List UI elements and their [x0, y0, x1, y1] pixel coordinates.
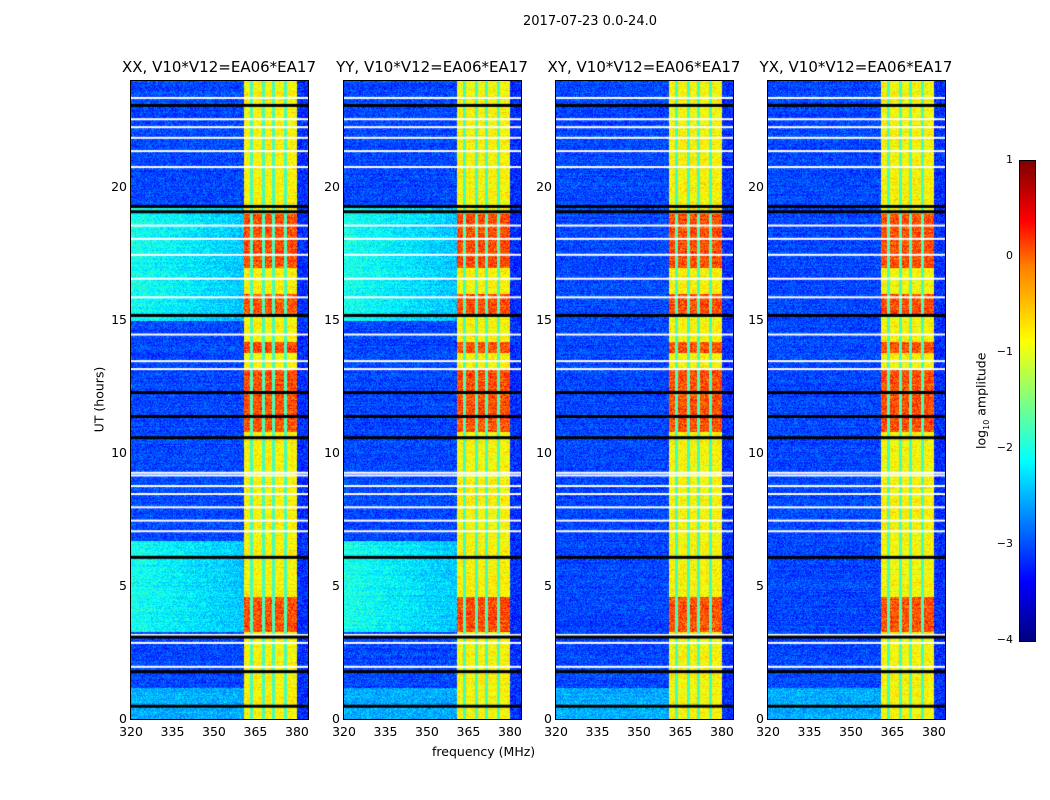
colorbar-tick-label: −1 [996, 345, 1013, 358]
y-tick-label: 5 [756, 578, 764, 594]
x-axis-label: frequency (MHz) [432, 744, 536, 759]
x-tick-label: 320 [332, 724, 356, 739]
x-tick-label: 365 [668, 724, 693, 739]
y-tick-label: 15 [324, 312, 340, 328]
colorbar [1019, 160, 1036, 642]
panel-title: YY, V10*V12=EA06*EA17 [336, 58, 528, 76]
panel-title: YX, V10*V12=EA06*EA17 [759, 58, 953, 76]
y-tick-label: 15 [748, 312, 764, 328]
colorbar-tick-label: −4 [996, 633, 1013, 646]
y-tick-label: 0 [544, 711, 552, 726]
x-tick-label: 365 [243, 724, 268, 739]
x-tick-label: 320 [119, 724, 143, 739]
x-tick-label: 365 [880, 724, 905, 739]
heatmap-image [344, 81, 521, 719]
heatmap-image [556, 81, 733, 719]
heatmap-image [768, 81, 945, 719]
y-tick-label: 15 [536, 312, 552, 328]
heatmap-image [131, 81, 308, 719]
x-tick-label: 365 [456, 724, 481, 739]
y-tick-label: 20 [536, 179, 552, 195]
colorbar-tick-label: −3 [996, 537, 1013, 550]
y-tick-label: 15 [111, 312, 127, 328]
x-tick-label: 350 [839, 724, 863, 739]
x-tick-label: 380 [710, 724, 734, 739]
y-tick-label: 5 [332, 578, 340, 594]
waterfall-panel [130, 80, 309, 720]
panel-title: XX, V10*V12=EA06*EA17 [121, 58, 316, 76]
x-tick-label: 335 [797, 724, 822, 739]
colorbar-tick-label: 1 [1006, 153, 1013, 166]
figure-title: 2017-07-23 0.0-24.0 [523, 14, 657, 29]
waterfall-panel [555, 80, 734, 720]
x-tick-label: 380 [285, 724, 309, 739]
y-tick-label: 0 [119, 711, 127, 726]
x-tick-label: 335 [585, 724, 610, 739]
y-tick-label: 5 [544, 578, 552, 594]
y-tick-label: 20 [748, 179, 764, 195]
y-tick-label: 20 [111, 179, 127, 195]
x-tick-label: 350 [202, 724, 226, 739]
x-tick-label: 335 [160, 724, 185, 739]
colorbar-tick-label: 0 [1006, 249, 1013, 262]
x-tick-label: 320 [544, 724, 568, 739]
y-tick-label: 0 [756, 711, 764, 726]
y-tick-label: 10 [748, 445, 764, 461]
colorbar-tick-label: −2 [996, 441, 1013, 454]
colorbar-label: log10 amplitude [973, 352, 991, 449]
y-tick-label: 5 [119, 578, 127, 594]
x-tick-label: 320 [756, 724, 780, 739]
y-tick-label: 10 [536, 445, 552, 461]
y-tick-label: 0 [332, 711, 340, 726]
y-tick-label: 10 [111, 445, 127, 461]
y-tick-label: 10 [324, 445, 340, 461]
x-tick-label: 380 [498, 724, 522, 739]
panel-title: XY, V10*V12=EA06*EA17 [547, 58, 741, 76]
waterfall-panel [767, 80, 946, 720]
waterfall-panel [343, 80, 522, 720]
y-tick-label: 20 [324, 179, 340, 195]
x-tick-label: 350 [627, 724, 651, 739]
y-axis-label: UT (hours) [91, 366, 107, 433]
x-tick-label: 335 [373, 724, 398, 739]
x-tick-label: 380 [922, 724, 946, 739]
x-tick-label: 350 [415, 724, 439, 739]
